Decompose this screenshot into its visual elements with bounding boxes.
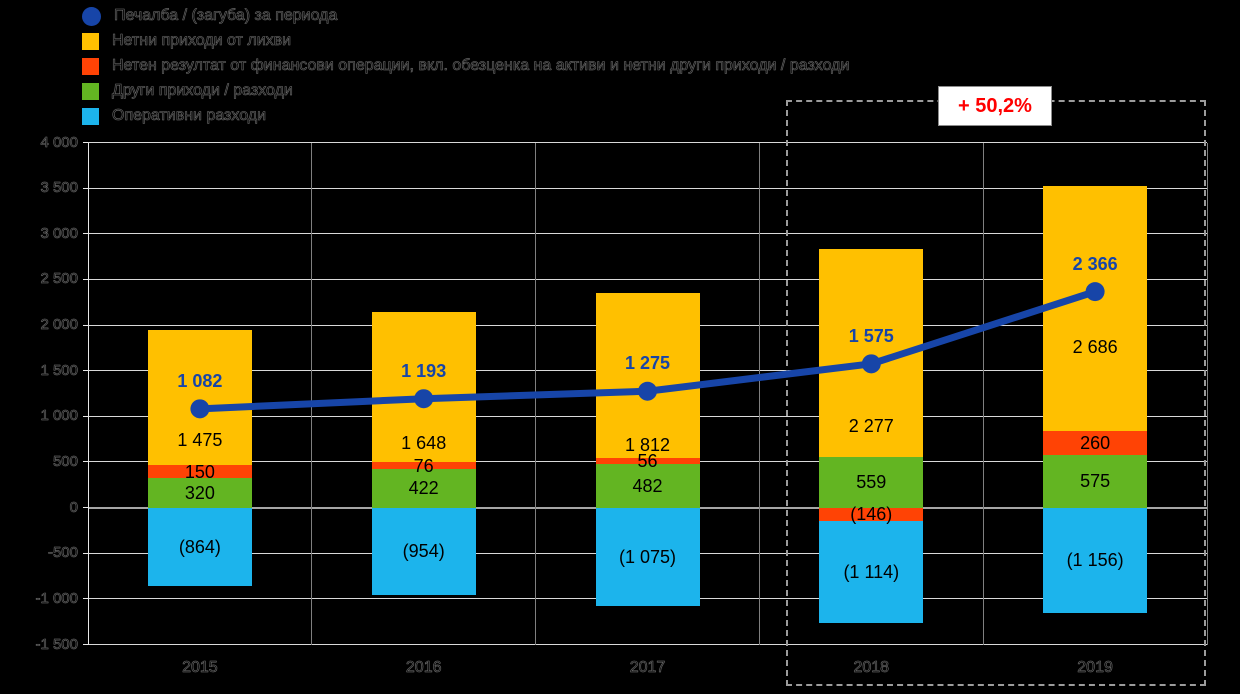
bar-segment: [595, 463, 700, 508]
y-tick-label: 0: [69, 498, 78, 516]
bar-segment: [371, 469, 476, 508]
v-gridline: [758, 142, 760, 645]
bar-segment: [147, 478, 252, 508]
legend-label: Нетен резултат от финансови операции, вк…: [112, 57, 850, 75]
y-tick-label: 3 000: [40, 224, 78, 242]
trend-line-point: [190, 399, 210, 419]
y-tick-label: 4 000: [40, 133, 78, 151]
series-color-swatch: [82, 82, 99, 100]
legend-label: Други приходи / разходи: [112, 82, 293, 100]
bar-segment: [1043, 186, 1148, 432]
y-tick-label: 1 500: [40, 361, 78, 379]
bar-segment: [1043, 507, 1148, 614]
bar-segment: [819, 456, 924, 508]
y-axis-tick: [83, 233, 88, 235]
y-tick-label: -1 000: [35, 589, 78, 608]
x-tick-label: 2019: [1077, 659, 1113, 677]
bar-segment: [147, 330, 252, 465]
y-axis-tick: [83, 370, 88, 372]
legend-item: Печалба / (загуба) за периода: [82, 5, 338, 27]
trend-line-point: [414, 389, 434, 409]
legend-item: Нетен резултат от финансови операции, вк…: [82, 55, 850, 77]
h-gridline: [88, 278, 1207, 280]
trend-line-point: [861, 354, 881, 374]
v-gridline: [1206, 142, 1208, 645]
y-axis-line: [87, 142, 89, 645]
trend-line-point: [638, 381, 657, 401]
legend-item: Нетни приходи от лихви: [82, 30, 291, 52]
y-axis-tick: [83, 278, 88, 280]
legend-item: Други приходи / разходи: [82, 80, 293, 102]
legend-label: Нетни приходи от лихви: [112, 32, 292, 50]
bar-segment: [147, 507, 252, 587]
y-tick-label: 2 500: [40, 270, 78, 288]
growth-annotation-box: + 50,2%: [938, 86, 1052, 126]
h-gridline: [88, 142, 1207, 143]
y-axis-tick: [83, 461, 88, 463]
trend-line-point: [1085, 282, 1105, 302]
bar-segment: [819, 507, 924, 521]
h-gridline: [88, 644, 1207, 645]
bar-segment: [595, 458, 700, 464]
y-axis-tick: [83, 598, 88, 600]
y-axis-tick: [83, 142, 88, 143]
x-tick-label: 2016: [405, 659, 442, 677]
y-tick-label: 1 000: [40, 407, 78, 425]
line-series-marker-icon: [82, 6, 101, 26]
bar-segment: [1043, 455, 1148, 508]
y-tick-label: 3 500: [40, 179, 78, 197]
y-axis-tick: [83, 507, 88, 509]
x-tick-label: 2017: [629, 659, 666, 677]
series-color-swatch: [82, 57, 99, 75]
bar-segment: [371, 462, 476, 470]
bar-segment: [819, 520, 924, 623]
h-gridline: [88, 233, 1207, 235]
bar-segment: [1043, 431, 1148, 456]
h-gridline: [88, 187, 1207, 189]
v-gridline: [311, 142, 313, 645]
y-tick-label: 2 000: [40, 316, 78, 334]
bar-segment: [147, 464, 252, 479]
y-tick-label: -500: [47, 544, 79, 562]
legend-label: Оперативни разходи: [112, 107, 267, 125]
y-tick-label: -1 500: [35, 635, 78, 653]
y-axis-tick: [83, 187, 88, 189]
bar-segment: [371, 507, 476, 595]
y-axis-tick: [83, 644, 88, 645]
y-axis-tick: [83, 415, 88, 417]
series-color-swatch: [82, 107, 99, 125]
bar-segment: [595, 507, 700, 606]
bar-segment: [371, 311, 476, 463]
y-tick-label: 500: [52, 452, 79, 471]
x-tick-label: 2018: [853, 659, 890, 677]
x-tick-label: 2015: [182, 659, 218, 677]
y-axis-tick: [83, 552, 88, 554]
legend-label: Печалба / (загуба) за периода: [114, 7, 338, 25]
legend-item: Оперативни разходи: [82, 105, 266, 127]
v-gridline: [982, 142, 984, 645]
growth-annotation-text: + 50,2%: [958, 94, 1032, 117]
y-axis-tick: [83, 324, 88, 326]
series-color-swatch: [82, 32, 99, 50]
bar-segment: [595, 293, 700, 459]
